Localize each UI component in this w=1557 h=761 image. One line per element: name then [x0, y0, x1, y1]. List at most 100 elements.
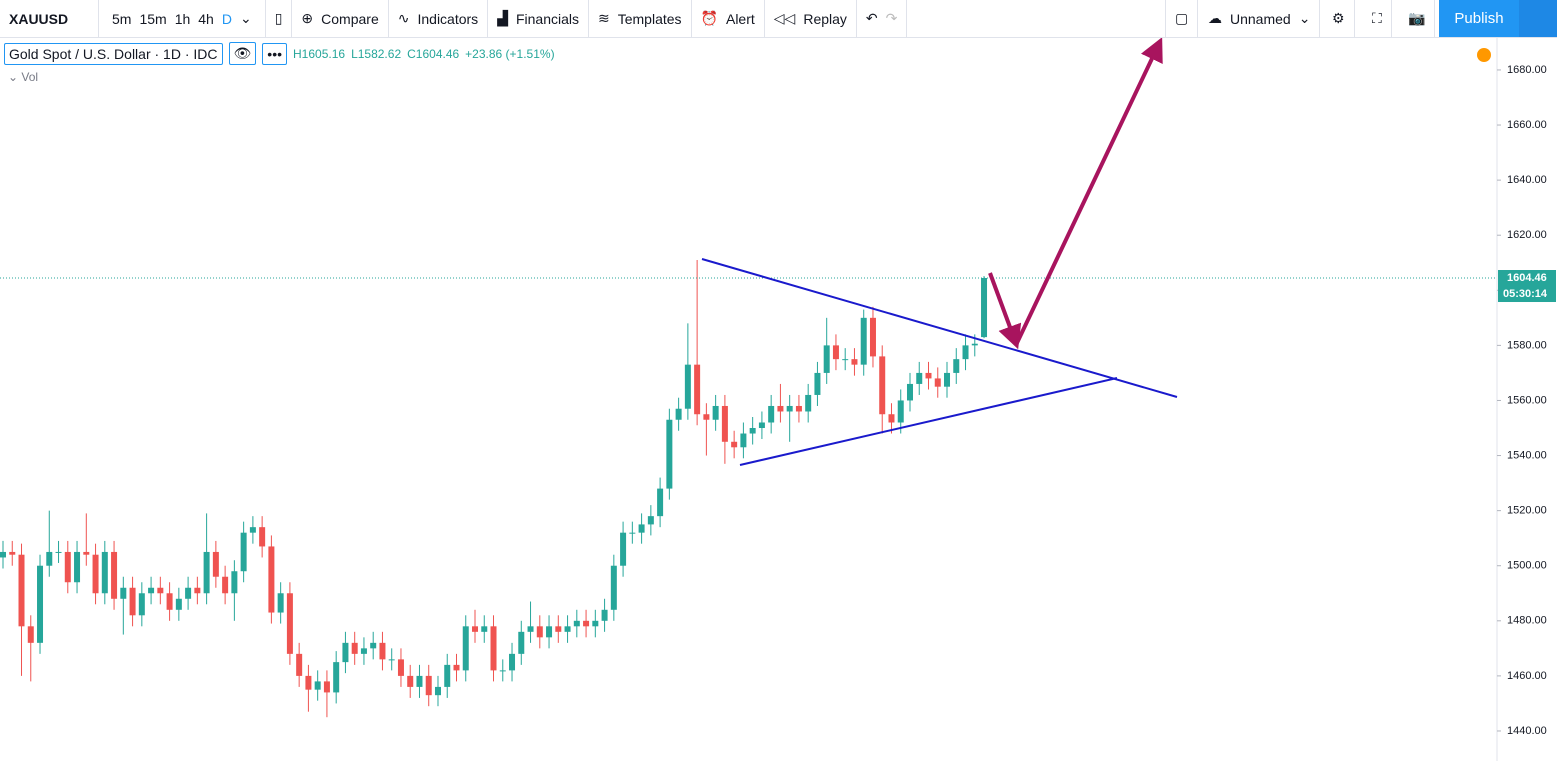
- y-tick-label: 1640.00: [1507, 174, 1547, 186]
- candle-body: [416, 675, 423, 687]
- trend-line[interactable]: [739, 377, 1118, 466]
- candle-body: [175, 598, 182, 610]
- candle-body: [805, 394, 812, 412]
- candle-body: [944, 372, 951, 387]
- label: Unnamed: [1230, 10, 1291, 27]
- last-price-label: 1604.46: [1507, 272, 1547, 284]
- candle-body: [610, 565, 617, 610]
- chart: 1440.00 1460.00 1480.00 1500.00 1520.00 1540.…: [0, 38, 1557, 761]
- series-title[interactable]: Gold Spot / U.S. Dollar · 1D · IDC: [4, 42, 223, 65]
- layout-button[interactable]: ▢: [1165, 0, 1199, 37]
- last-price-tag: [1498, 270, 1556, 303]
- candle-body: [46, 551, 53, 566]
- arrow[interactable]: [988, 272, 1022, 350]
- layout-name[interactable]: ☁ Unnamed ⌄: [1199, 0, 1321, 37]
- button[interactable]: ⊕ Compare: [292, 0, 389, 37]
- y-tick-label: 1460.00: [1507, 670, 1547, 682]
- candle-body: [749, 428, 756, 434]
- candle-body: [9, 551, 16, 555]
- candle-body: [647, 516, 654, 525]
- settings[interactable]: ⚙: [1323, 0, 1355, 37]
- candle-body: [444, 664, 451, 687]
- candle-body: [657, 488, 664, 517]
- legend: Gold Spot / U.S. Dollar · 1D · IDC 👁 •••…: [4, 42, 555, 65]
- candle-body: [721, 405, 728, 442]
- candle-body: [536, 626, 543, 638]
- candle-body: [453, 664, 460, 671]
- candle-body: [259, 527, 266, 547]
- y-tick-label: 1680.00: [1507, 64, 1547, 76]
- interval[interactable]: 1h: [174, 10, 191, 27]
- alert-icon[interactable]: [1477, 48, 1491, 62]
- candle-body: [731, 441, 738, 448]
- snapshot[interactable]: 📷: [1399, 0, 1436, 37]
- interval[interactable]: 5m: [112, 10, 132, 27]
- candle-body: [490, 626, 497, 671]
- button[interactable]: ▟ Financials: [488, 0, 589, 37]
- publish-button[interactable]: Publish: [1439, 0, 1519, 37]
- y-tick-label: 1660.00: [1507, 119, 1547, 131]
- label: Indicators: [417, 10, 479, 27]
- candle-body: [481, 626, 488, 632]
- interval[interactable]: 15m: [139, 10, 167, 27]
- candle-body: [814, 372, 821, 395]
- candle-body: [953, 359, 960, 373]
- candle-body: [981, 278, 988, 338]
- candle-body: [971, 343, 978, 346]
- candle-body: [786, 405, 793, 412]
- candle-body: [962, 345, 969, 360]
- candle-body: [925, 372, 932, 379]
- candle-body: [620, 532, 627, 566]
- button[interactable]: ⏰ Alert: [692, 0, 765, 37]
- candle-body: [564, 626, 571, 632]
- chart-type[interactable]: ▯: [266, 0, 293, 37]
- candle-body: [203, 551, 210, 594]
- candle-body: [583, 620, 590, 627]
- more[interactable]: •••: [262, 42, 288, 65]
- candle-body: [64, 551, 71, 583]
- candle-body: [638, 524, 645, 533]
- candle-body: [407, 675, 414, 687]
- candle-body: [18, 554, 25, 627]
- trend-line[interactable]: [701, 258, 1178, 398]
- ohlc-value: C1604.46: [407, 46, 460, 61]
- candle-body: [629, 532, 636, 534]
- interval[interactable]: 4h: [198, 10, 214, 27]
- candle-body: [675, 408, 682, 420]
- candle-body: [101, 551, 108, 594]
- button[interactable]: ≋ Templates: [589, 0, 692, 37]
- interval[interactable]: D: [221, 10, 232, 27]
- candle-body: [0, 551, 6, 558]
- candle-body: [694, 364, 701, 415]
- arrow[interactable]: [1014, 38, 1163, 346]
- candle-body: [518, 631, 525, 654]
- candle-body: [129, 587, 136, 616]
- candle-body: [823, 345, 830, 373]
- dropdown[interactable]: ⌄: [239, 10, 252, 26]
- candle-body: [897, 400, 904, 423]
- y-tick-label: 1520.00: [1507, 505, 1547, 517]
- candle-body: [55, 551, 62, 553]
- candle-body: [499, 670, 506, 672]
- play-button[interactable]: [1519, 0, 1557, 37]
- symbol[interactable]: XAUUSD: [0, 0, 99, 37]
- button[interactable]: ∿ Indicators: [389, 0, 489, 37]
- candle-body: [231, 571, 238, 594]
- candle-body: [906, 383, 913, 401]
- candle-body: [777, 405, 784, 412]
- candle-body: [592, 620, 599, 627]
- undo[interactable]: ↶ ↷: [857, 0, 908, 37]
- label: Replay: [803, 10, 847, 27]
- candle-body: [916, 372, 923, 384]
- candle-body: [879, 356, 886, 415]
- visibility[interactable]: 👁: [228, 42, 257, 65]
- candle-body: [166, 593, 173, 610]
- intervals: 5m 15m 1h 4h D ⌄: [99, 0, 266, 37]
- candle-body: [222, 576, 229, 594]
- candle-body: [249, 527, 256, 533]
- candle-body: [333, 662, 340, 693]
- fullscreen[interactable]: ⛶: [1363, 0, 1392, 37]
- button[interactable]: ◁◁ Replay: [765, 0, 857, 37]
- candle-body: [462, 626, 469, 671]
- candle-body: [509, 653, 516, 671]
